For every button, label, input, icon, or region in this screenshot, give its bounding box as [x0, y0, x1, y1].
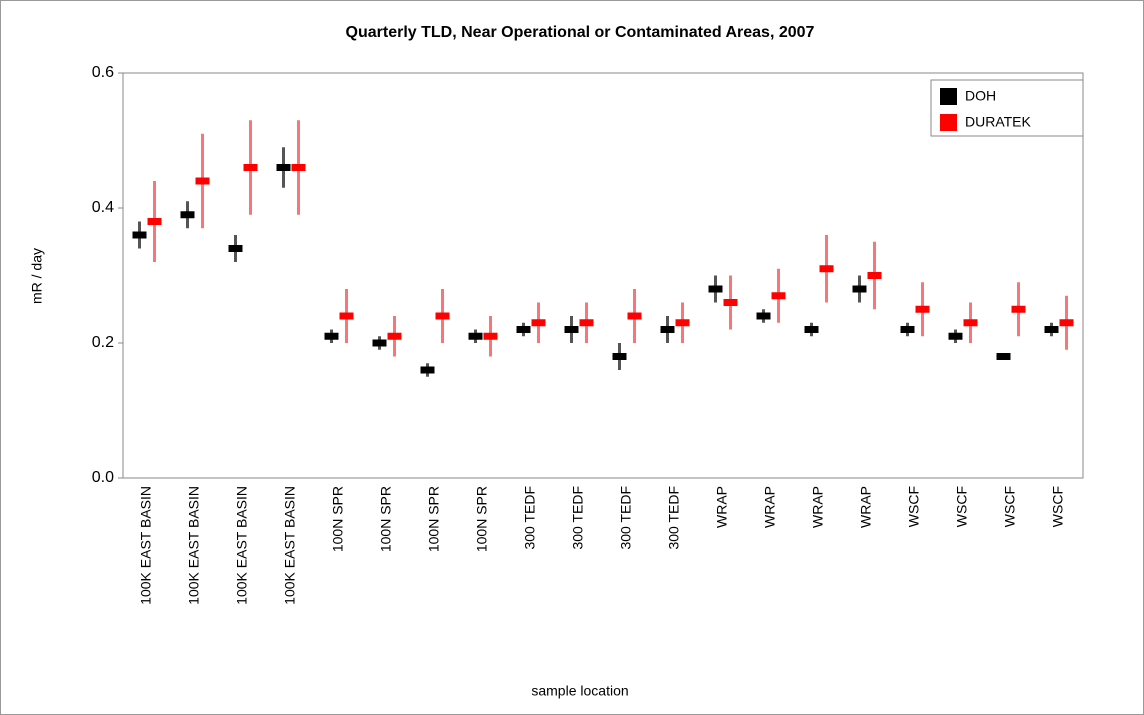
- y-tick-label: 0.4: [92, 199, 114, 216]
- marker: [228, 245, 243, 252]
- marker: [723, 299, 738, 306]
- marker: [852, 285, 867, 293]
- marker: [804, 326, 819, 333]
- x-tick-label: WSCF: [906, 486, 922, 527]
- marker: [372, 339, 387, 347]
- marker: [612, 353, 627, 360]
- x-tick-label: WRAP: [714, 486, 730, 528]
- marker: [660, 326, 675, 333]
- x-axis-label: sample location: [531, 683, 628, 699]
- marker: [771, 292, 786, 300]
- x-tick-label: WRAP: [762, 486, 778, 528]
- x-tick-label: 300 TEDF: [570, 486, 586, 550]
- marker: [276, 164, 291, 171]
- x-tick-label: 100K EAST BASIN: [186, 486, 202, 605]
- marker: [420, 366, 435, 374]
- x-tick-label: WSCF: [1050, 486, 1066, 527]
- x-tick-label: 100N SPR: [330, 486, 346, 552]
- x-tick-label: WSCF: [1002, 486, 1018, 527]
- x-tick-label: 300 TEDF: [522, 486, 538, 550]
- marker: [819, 265, 834, 273]
- marker: [435, 312, 450, 320]
- marker: [324, 332, 339, 340]
- plot-area: [122, 72, 1084, 479]
- marker: [564, 326, 579, 333]
- marker: [675, 319, 690, 327]
- x-tick-label: 100N SPR: [378, 486, 394, 552]
- marker: [516, 326, 531, 333]
- marker: [291, 164, 306, 171]
- legend-swatch: [940, 114, 957, 131]
- marker: [708, 285, 723, 293]
- x-tick-label: 300 TEDF: [666, 486, 682, 550]
- marker: [627, 312, 642, 320]
- legend-label: DOH: [965, 88, 996, 104]
- x-tick-label: WSCF: [954, 486, 970, 527]
- marker: [1044, 326, 1059, 333]
- marker: [339, 312, 354, 320]
- y-tick-label: 0.0: [92, 469, 114, 486]
- marker: [915, 305, 930, 313]
- x-tick-label: 100N SPR: [474, 486, 490, 552]
- marker: [531, 319, 546, 327]
- x-tick-label: 300 TEDF: [618, 486, 634, 550]
- marker: [1059, 319, 1074, 327]
- legend-swatch: [940, 88, 957, 105]
- marker: [756, 312, 771, 320]
- marker: [387, 332, 402, 340]
- marker: [996, 353, 1011, 360]
- marker: [579, 319, 594, 327]
- marker: [948, 332, 963, 340]
- marker: [468, 332, 483, 340]
- x-tick-label: WRAP: [810, 486, 826, 528]
- marker: [195, 177, 210, 185]
- x-tick-label: 100K EAST BASIN: [234, 486, 250, 605]
- marker: [483, 332, 498, 340]
- marker: [180, 211, 195, 219]
- marker: [963, 319, 978, 327]
- marker: [900, 326, 915, 333]
- marker: [1011, 305, 1026, 313]
- marker: [132, 231, 147, 239]
- legend-label: DURATEK: [965, 114, 1032, 130]
- marker: [243, 164, 258, 171]
- chart-title: Quarterly TLD, Near Operational or Conta…: [346, 24, 815, 41]
- marker: [867, 272, 882, 279]
- y-axis-label: mR / day: [29, 248, 45, 304]
- x-tick-label: WRAP: [858, 486, 874, 528]
- y-tick-label: 0.2: [92, 334, 114, 351]
- marker: [147, 218, 162, 225]
- x-tick-label: 100K EAST BASIN: [282, 486, 298, 605]
- x-tick-label: 100N SPR: [426, 486, 442, 552]
- x-tick-label: 100K EAST BASIN: [138, 486, 154, 605]
- y-tick-label: 0.6: [92, 64, 114, 81]
